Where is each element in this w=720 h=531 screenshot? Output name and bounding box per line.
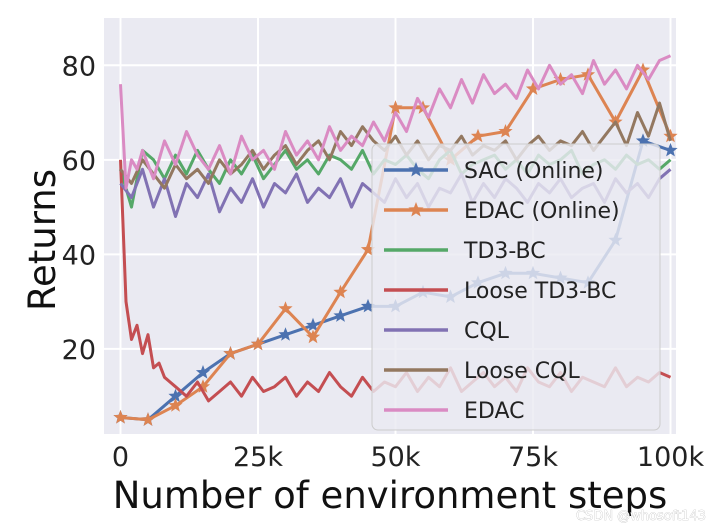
data-point-edac-online	[525, 81, 541, 95]
legend-item-td3-bc[interactable]: TD3-BC	[384, 239, 546, 264]
legend-item-cql[interactable]: CQL	[384, 319, 510, 344]
y-tick-label: 60	[62, 146, 96, 177]
x-axis-label: Number of environment steps	[113, 474, 668, 517]
data-point-edac-online	[305, 329, 321, 344]
data-point-sac-online	[333, 308, 348, 322]
data-point-sac-online	[278, 327, 293, 341]
legend-box	[371, 143, 661, 431]
legend[interactable]: SAC (Online) EDAC (Online) TD3-BC Loose TD3…	[371, 143, 661, 431]
y-tick-label: 20	[62, 335, 96, 366]
legend-label: CQL	[464, 319, 510, 344]
series-line-loose-cql	[119, 101, 672, 190]
data-point-edac-online	[470, 128, 486, 143]
x-tick-label: 75k	[508, 442, 558, 473]
data-point-edac-online	[663, 128, 678, 143]
data-point-sac-online	[360, 298, 376, 313]
data-point-edac-online	[140, 412, 156, 426]
data-point-edac-online	[223, 346, 238, 360]
data-point-sac-online	[635, 133, 651, 147]
data-point-edac-online	[388, 100, 403, 114]
y-tick-label: 40	[62, 240, 96, 271]
x-axis-ticks: 0 25k 50k 75k 100k	[112, 442, 705, 473]
legend-label: EDAC	[464, 399, 524, 424]
legend-label: SAC (Online)	[464, 159, 604, 184]
data-point-edac-online	[195, 379, 211, 393]
data-point-edac-online	[635, 62, 651, 77]
data-point-sac-online	[195, 365, 211, 379]
legend-item-sac-online[interactable]: SAC (Online)	[384, 159, 604, 184]
data-point-sac-online	[305, 317, 321, 332]
data-point-edac-online	[553, 72, 568, 86]
legend-label: TD3-BC	[463, 239, 546, 264]
legend-label: EDAC (Online)	[464, 199, 620, 224]
x-tick-label: 50k	[371, 442, 421, 473]
legend-item-edac[interactable]: EDAC	[384, 399, 524, 424]
x-tick-label: 100k	[637, 442, 705, 473]
series-line-edac	[119, 54, 672, 190]
data-point-sac-online	[663, 142, 678, 157]
legend-marker	[408, 202, 424, 217]
legend-label: Loose CQL	[464, 359, 580, 384]
data-point-edac-online	[250, 336, 266, 351]
x-tick-label: 0	[112, 442, 129, 473]
legend-marker	[408, 162, 424, 177]
watermark: CSDN @whosoft143	[576, 509, 706, 524]
legend-item-loose-cql[interactable]: Loose CQL	[384, 359, 580, 384]
data-point-edac-online	[498, 124, 513, 138]
x-tick-label: 25k	[233, 442, 283, 473]
series-loose-cql	[119, 101, 672, 190]
data-point-edac-online	[113, 410, 128, 424]
legend-item-edac-online[interactable]: EDAC (Online)	[384, 199, 620, 224]
data-point-sac-online	[168, 388, 183, 403]
data-point-edac-online	[333, 284, 348, 299]
data-point-edac-online	[168, 398, 183, 412]
y-axis-ticks: 20 40 60 80	[62, 51, 96, 366]
data-point-edac-online	[360, 242, 376, 256]
data-point-edac-online	[278, 301, 293, 315]
series-edac-online	[113, 62, 678, 426]
legend-label: Loose TD3-BC	[464, 279, 616, 304]
legend-item-loose-td3-bc[interactable]: Loose TD3-BC	[384, 279, 616, 304]
y-axis-label: Returns	[21, 169, 64, 311]
series-edac	[119, 54, 672, 190]
y-tick-label: 80	[62, 51, 96, 82]
